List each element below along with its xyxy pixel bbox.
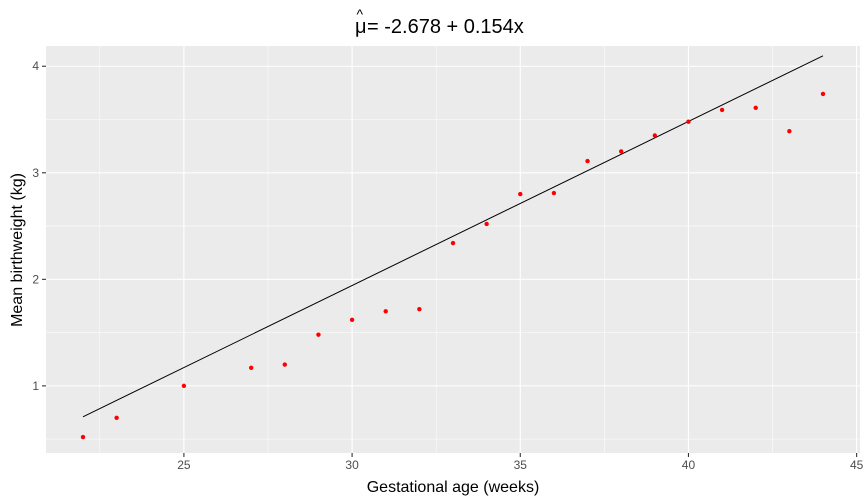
- x-tick-label: 25: [177, 458, 191, 472]
- y-tick-label: 2: [32, 272, 39, 286]
- regression-line: [82, 55, 824, 418]
- data-point: [585, 158, 590, 164]
- data-point: [417, 306, 422, 312]
- chart-title: μ ^ = -2.678 + 0.154x: [355, 6, 524, 38]
- data-point: [787, 129, 792, 134]
- y-axis-title: Mean birthweight (kg): [9, 173, 26, 327]
- data-point: [181, 383, 187, 389]
- data-point: [450, 240, 456, 246]
- data-point: [282, 362, 288, 367]
- plot-panel: [46, 46, 860, 453]
- y-tick-label: 3: [32, 166, 39, 180]
- data-point: [652, 133, 658, 138]
- y-tick-label: 4: [32, 59, 39, 73]
- x-axis: 25 30 35 40 45: [177, 453, 864, 472]
- data-point: [383, 309, 388, 314]
- x-tick-label: 35: [514, 458, 528, 472]
- data-point: [349, 317, 355, 323]
- title-mu: μ: [355, 16, 367, 38]
- data-point: [316, 332, 321, 337]
- x-tick-label: 30: [345, 458, 359, 472]
- data-point: [686, 119, 691, 124]
- data-point: [518, 191, 523, 197]
- data-point: [753, 105, 758, 110]
- data-point: [114, 415, 119, 421]
- data-point: [80, 434, 86, 440]
- data-point: [719, 107, 725, 113]
- data-point: [820, 91, 826, 97]
- data-point: [248, 365, 254, 370]
- x-tick-label: 45: [850, 458, 864, 472]
- data-point: [618, 149, 624, 154]
- y-axis: 1 2 3 4: [32, 59, 46, 393]
- title-hat: ^: [357, 6, 364, 22]
- fit-line-layer: [82, 55, 824, 418]
- data-point: [484, 221, 489, 227]
- data-points: [80, 91, 826, 440]
- data-point: [551, 190, 557, 196]
- x-axis-title: Gestational age (weeks): [367, 479, 540, 496]
- x-tick-label: 40: [682, 458, 696, 472]
- y-tick-label: 1: [32, 379, 39, 393]
- title-equation: = -2.678 + 0.154x: [367, 16, 524, 38]
